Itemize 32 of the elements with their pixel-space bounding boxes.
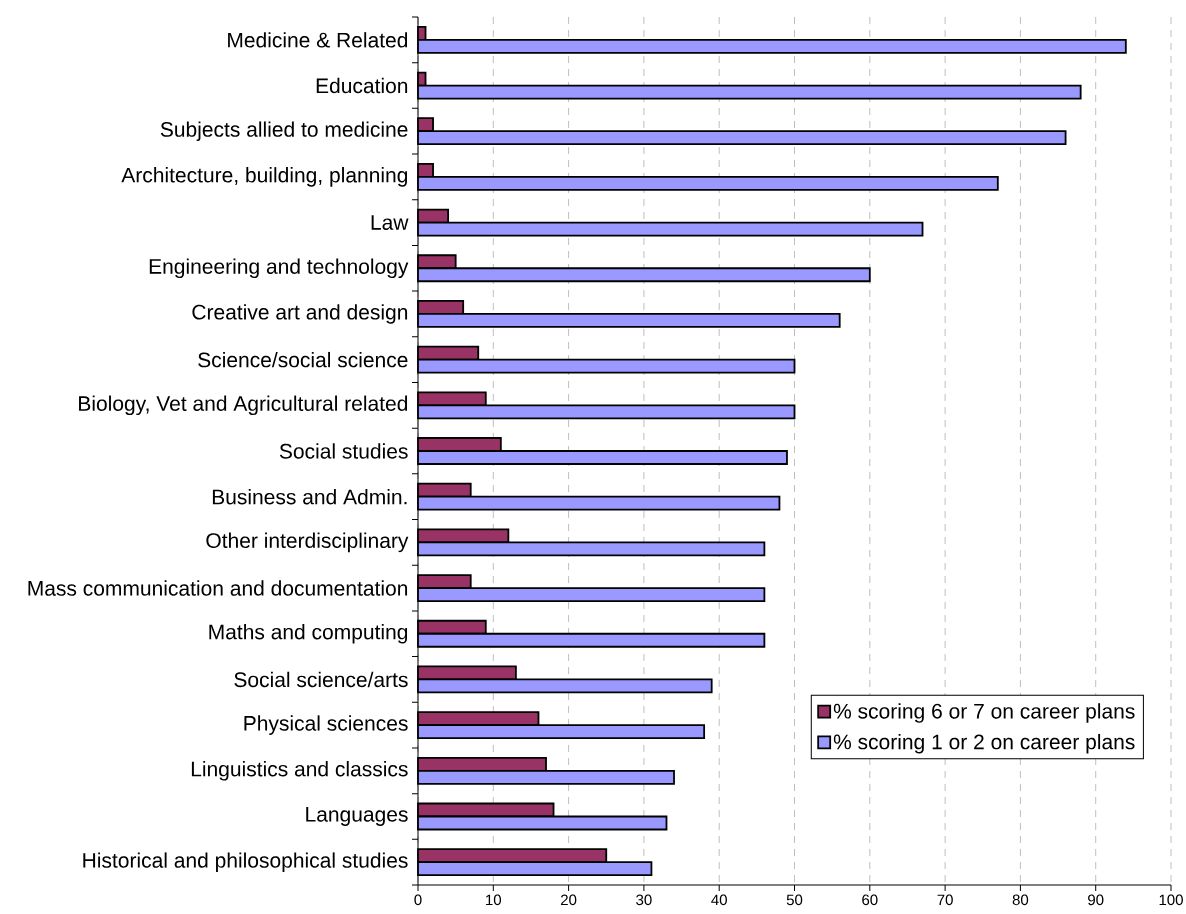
x-tick-label: 20 xyxy=(561,894,577,906)
y-tick-label: Other interdisciplinary xyxy=(206,532,409,553)
y-tick-label: Languages xyxy=(306,807,408,826)
x-tick-label: 100 xyxy=(1159,894,1183,906)
y-tick-label: Subjects allied to medicine xyxy=(160,121,408,142)
y-tick-label: Historical and philosophical studies xyxy=(83,852,408,872)
y-tick-label: Engineering and technology xyxy=(149,258,409,279)
x-tick-label: 80 xyxy=(1012,894,1029,906)
y-tick-label: Creative art and design xyxy=(192,304,408,324)
y-tick-label: Science/social science xyxy=(198,351,408,368)
y-tick-label: Linguistics and classics xyxy=(191,761,408,781)
y-tick-label: Biology, Vet and Agricultural related xyxy=(79,395,408,416)
y-tick-label: Mass communication and documentation xyxy=(28,580,408,596)
x-tick-label: 90 xyxy=(1088,894,1104,906)
x-tick-label: 40 xyxy=(711,894,727,906)
legend-label: % scoring 6 or 7 on career plans xyxy=(833,703,1135,723)
x-tick-label: 0 xyxy=(414,894,422,906)
y-tick-label: Education xyxy=(316,77,408,94)
y-tick-label: Medicine & Related xyxy=(228,32,408,48)
legend-label: % scoring 1 or 2 on career plans xyxy=(833,733,1135,754)
y-tick-label: Social studies xyxy=(279,443,408,459)
x-tick-label: 50 xyxy=(786,894,803,906)
y-tick-label: Physical sciences xyxy=(244,715,408,735)
x-tick-label: 10 xyxy=(486,894,502,906)
y-tick-label: Architecture, building, planning xyxy=(121,167,408,187)
y-tick-label: Maths and computing xyxy=(209,623,408,644)
x-tick-label: 70 xyxy=(937,894,953,906)
y-tick-label: Law xyxy=(371,215,409,230)
y-tick-label: Social science/arts xyxy=(234,671,408,688)
x-tick-label: 30 xyxy=(636,894,652,906)
y-tick-label: Business and Admin. xyxy=(212,488,407,505)
x-tick-label: 60 xyxy=(862,894,878,906)
